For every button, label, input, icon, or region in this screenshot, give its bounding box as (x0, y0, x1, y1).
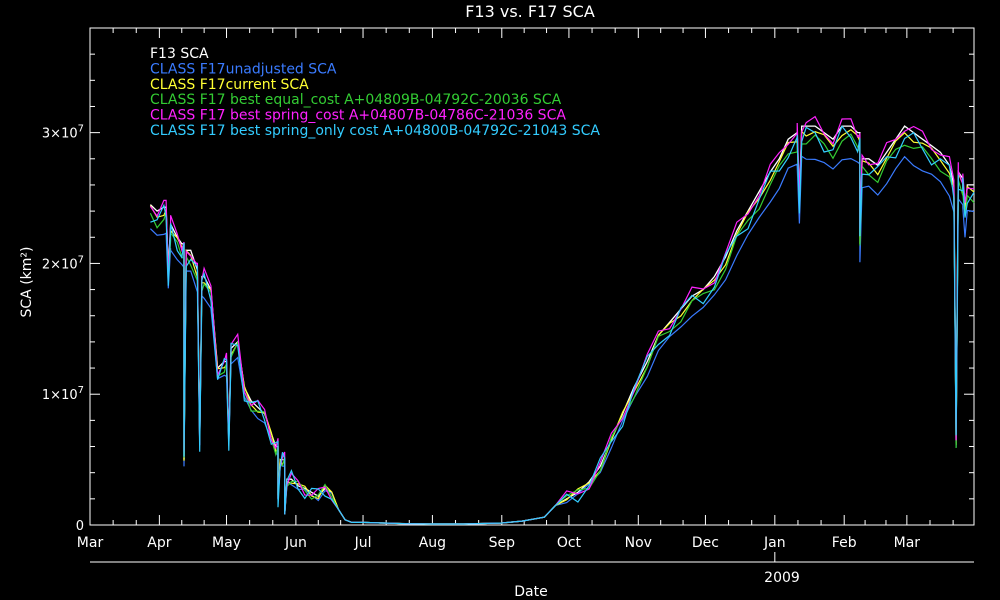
legend-entry-4: CLASS F17 best spring_cost A+04807B-0478… (150, 108, 566, 124)
y-axis: 0 1×107 2×107 3×107 (42, 53, 974, 534)
legend-entry-0: F13 SCA (150, 46, 209, 62)
x-tick-label: Mar (894, 535, 921, 551)
y-tick-label: 2×107 (42, 254, 84, 272)
x-tick-label: Dec (692, 535, 719, 551)
chart-title: F13 vs. F17 SCA (465, 2, 595, 21)
x-axis-title: Date (514, 584, 547, 600)
x-tick-label: Mar (77, 535, 104, 551)
x-tick-label: Oct (557, 535, 582, 551)
legend-entry-3: CLASS F17 best equal_cost A+04809B-04792… (150, 92, 562, 108)
y-tick-label: 3×107 (42, 124, 84, 142)
x-tick-label: May (212, 535, 241, 551)
series-lines (149, 115, 975, 525)
y-tick-label: 1×107 (42, 385, 84, 403)
x-tick-label: Jan (763, 535, 786, 551)
x-tick-label: Jul (354, 535, 372, 551)
x-axis: Mar Apr May Jun Jul Aug Sep Oct Nov Dec Jan Feb Mar (77, 28, 954, 562)
x-tick-label: Nov (625, 535, 652, 551)
legend-entry-1: CLASS F17unadjusted SCA (150, 61, 337, 77)
legend-entry-5: CLASS F17 best spring_only cost A+04800B… (150, 123, 600, 139)
x-tick-label: Jun (284, 535, 307, 551)
y-axis-title: SCA (km²) (19, 247, 35, 318)
legend-entry-2: CLASS F17current SCA (150, 77, 309, 93)
year-label: 2009 (764, 570, 800, 586)
y-tick-label: 0 (76, 519, 84, 534)
x-tick-label: Feb (832, 535, 857, 551)
x-tick-label: Apr (147, 535, 171, 551)
series-line-5 (150, 125, 975, 525)
x-tick-label: Sep (489, 535, 516, 551)
plot-frame (89, 27, 975, 526)
x-tick-label: Aug (419, 535, 446, 551)
